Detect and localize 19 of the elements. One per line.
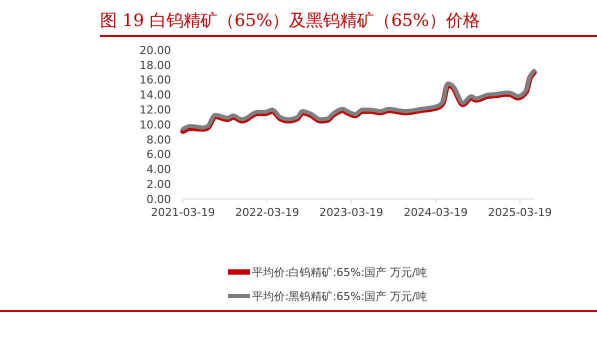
y-tick-label: 14.00 [140,88,171,102]
y-tick-label: 6.00 [146,148,171,162]
x-tick-label: 2022-03-19 [235,206,300,219]
y-tick-label: 12.00 [140,103,171,116]
x-tick-label: 2024-03-19 [404,206,468,219]
y-tick-label: 0.00 [146,192,171,206]
y-tick-label: 18.00 [140,58,171,72]
legend-label: 平均价:白钨精矿:65%:国产 万元/吨 [252,266,427,279]
y-tick-label: 10.00 [140,118,171,132]
x-tick-label: 2021-03-19 [151,206,215,219]
y-tick-label: 2.00 [146,178,171,191]
y-tick-label: 8.00 [146,133,171,146]
x-tick-label: 2023-03-19 [319,206,384,219]
legend-label: 平均价:黑钨精矿:65%:国产 万元/吨 [252,290,427,303]
x-tick-label: 2025-03-19 [488,206,552,219]
y-tick-label: 20.00 [140,44,171,57]
chart-title: 图 19 白钨精矿（65%）及黑钨精矿（65%）价格 [100,11,480,31]
y-tick-label: 4.00 [146,163,171,176]
y-tick-label: 16.00 [140,74,171,87]
